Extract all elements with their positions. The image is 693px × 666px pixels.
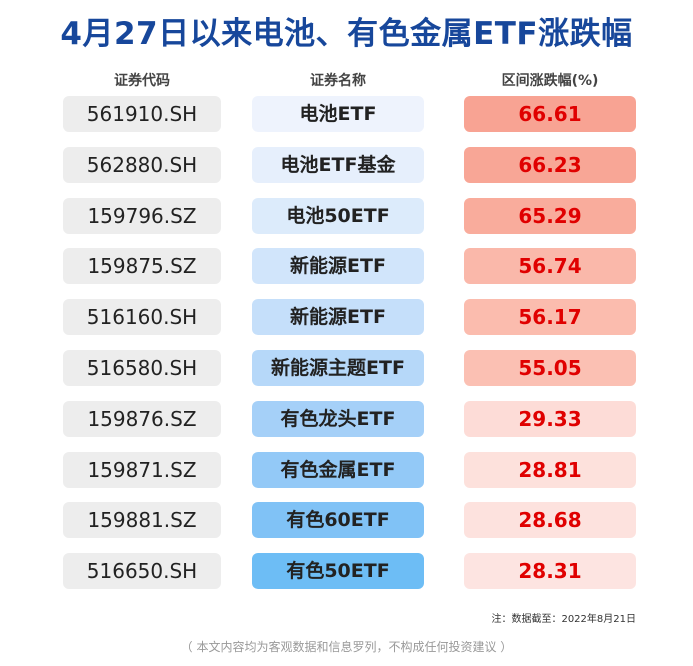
security-code-cell: 159871.SZ <box>63 452 221 488</box>
security-name-cell: 电池ETF <box>252 96 424 132</box>
security-code-cell: 561910.SH <box>63 96 221 132</box>
table-row: 159875.SZ 新能源ETF 56.74 <box>0 248 693 284</box>
change-value-cell: 56.74 <box>464 248 636 284</box>
change-value-cell: 66.61 <box>464 96 636 132</box>
security-code-cell: 159796.SZ <box>63 198 221 234</box>
security-code-cell: 516580.SH <box>63 350 221 386</box>
table-row: 159876.SZ 有色龙头ETF 29.33 <box>0 401 693 437</box>
table-row: 159796.SZ 电池50ETF 65.29 <box>0 198 693 234</box>
change-value-cell: 29.33 <box>464 401 636 437</box>
table-row: 516650.SH 有色50ETF 28.31 <box>0 553 693 589</box>
security-name-cell: 有色50ETF <box>252 553 424 589</box>
table-row: 561910.SH 电池ETF 66.61 <box>0 96 693 132</box>
disclaimer-text: （ 本文内容均为客观数据和信息罗列，不构成任何投资建议 ） <box>180 640 513 654</box>
security-name-cell: 新能源主题ETF <box>252 350 424 386</box>
security-code-cell: 516160.SH <box>63 299 221 335</box>
security-name-cell: 新能源ETF <box>252 248 424 284</box>
change-value-cell: 56.17 <box>464 299 636 335</box>
security-name-cell: 有色金属ETF <box>252 452 424 488</box>
security-code-cell: 516650.SH <box>63 553 221 589</box>
change-value-cell: 28.68 <box>464 502 636 538</box>
change-value-cell: 65.29 <box>464 198 636 234</box>
change-value-cell: 28.81 <box>464 452 636 488</box>
security-code-cell: 562880.SH <box>63 147 221 183</box>
data-date-note: 注：数据截至：2022年8月21日 <box>491 614 636 625</box>
table-row: 159871.SZ 有色金属ETF 28.81 <box>0 452 693 488</box>
security-code-cell: 159881.SZ <box>63 502 221 538</box>
security-name-cell: 电池50ETF <box>252 198 424 234</box>
column-header-name: 证券名称 <box>310 73 366 89</box>
change-value-cell: 66.23 <box>464 147 636 183</box>
column-header-change: 区间涨跌幅(%) <box>501 73 599 89</box>
change-value-cell: 28.31 <box>464 553 636 589</box>
table-row: 516160.SH 新能源ETF 56.17 <box>0 299 693 335</box>
security-name-cell: 新能源ETF <box>252 299 424 335</box>
column-header-code: 证券代码 <box>114 73 170 89</box>
security-name-cell: 有色龙头ETF <box>252 401 424 437</box>
table-row: 159881.SZ 有色60ETF 28.68 <box>0 502 693 538</box>
security-code-cell: 159876.SZ <box>63 401 221 437</box>
chart-title: 4月27日以来电池、有色金属ETF涨跌幅 <box>60 16 633 52</box>
security-name-cell: 有色60ETF <box>252 502 424 538</box>
table-row: 516580.SH 新能源主题ETF 55.05 <box>0 350 693 386</box>
table-row: 562880.SH 电池ETF基金 66.23 <box>0 147 693 183</box>
change-value-cell: 55.05 <box>464 350 636 386</box>
security-name-cell: 电池ETF基金 <box>252 147 424 183</box>
security-code-cell: 159875.SZ <box>63 248 221 284</box>
